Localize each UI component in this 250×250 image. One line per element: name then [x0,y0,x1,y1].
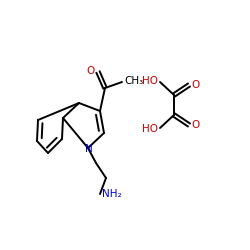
Text: O: O [87,66,95,76]
Text: CH₃: CH₃ [124,76,143,86]
Text: O: O [191,80,199,90]
Text: N: N [85,144,93,154]
Text: O: O [191,120,199,130]
Text: HO: HO [142,124,158,134]
Text: HO: HO [142,76,158,86]
Text: NH₂: NH₂ [102,189,122,199]
